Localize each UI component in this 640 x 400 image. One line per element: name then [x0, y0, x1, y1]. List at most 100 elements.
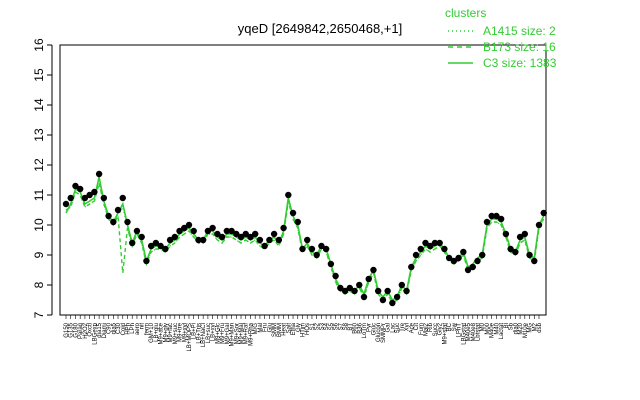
data-point — [233, 230, 240, 238]
data-point — [370, 266, 377, 274]
x-tick-label: BT — [348, 323, 354, 331]
x-tick-label: M40e5 — [466, 322, 472, 341]
x-tick-label: LB+Tris — [196, 323, 202, 344]
x-tick-label: Bl — [504, 323, 510, 328]
x-tick-label: S3 — [319, 322, 325, 330]
y-axis: 7 8 9 10 11 12 13 14 15 16 — [32, 38, 53, 318]
y-tick-label: 16 — [32, 38, 46, 52]
x-tick-label: Gluc — [371, 323, 377, 335]
data-point — [488, 212, 495, 220]
x-tick-label: BMM — [277, 323, 283, 337]
data-point — [337, 284, 344, 292]
data-point — [190, 227, 197, 235]
x-tick-label: H2O2 — [83, 322, 89, 338]
x-tick-label: MG — [528, 323, 534, 333]
x-tick-label: LB+suc — [206, 323, 212, 343]
x-tick-label: M9+stat — [442, 323, 448, 345]
data-point — [261, 242, 268, 250]
x-tick-label: Sw — [452, 322, 458, 331]
data-point — [143, 257, 150, 265]
x-tick-label: Oxctl — [88, 323, 94, 337]
y-tick-label: 7 — [32, 311, 46, 318]
x-tick-label: dsb — [537, 322, 543, 332]
data-point — [346, 284, 353, 292]
data-point — [247, 233, 254, 241]
x-tick-label: Efha — [291, 322, 297, 335]
x-tick-label: LBGstat — [461, 323, 467, 345]
y-tick-label: 15 — [32, 68, 46, 82]
data-point — [431, 239, 439, 247]
data-point — [72, 182, 79, 190]
data-point — [374, 287, 382, 295]
x-tick-label: C30 — [116, 322, 122, 334]
data-point — [445, 254, 453, 262]
data-point — [110, 218, 117, 226]
data-point — [223, 227, 231, 235]
data-point — [228, 227, 235, 235]
x-tick-label: Mal — [258, 323, 264, 333]
x-tick-label: HTim — [301, 323, 307, 337]
x-tick-label: M9+suc — [173, 323, 179, 344]
x-tick-label: Ace — [409, 322, 415, 333]
x-tick-label: M9+Fru — [220, 323, 226, 344]
data-point — [166, 236, 174, 244]
x-tick-label: M00 — [485, 322, 491, 334]
x-tick-label: Lactat — [499, 323, 505, 340]
data-point — [214, 230, 221, 238]
data-point — [147, 242, 155, 250]
x-tick-label: LPh — [130, 323, 136, 334]
x-tick-label: G150 — [64, 322, 70, 337]
x-tick-label: M40e8 — [471, 322, 477, 341]
x-tick-label: dia0 — [513, 322, 519, 334]
x-tick-label: B60 — [353, 322, 359, 333]
data-point — [199, 236, 207, 244]
data-point — [389, 299, 396, 307]
data-point — [285, 191, 292, 199]
points-layer — [62, 170, 547, 307]
x-tick-label: S5 — [329, 322, 335, 330]
x-tick-label: ferm — [144, 323, 150, 335]
x-tick-label: Xyl — [405, 323, 411, 331]
y-tick-label: 9 — [32, 251, 46, 258]
data-point — [507, 245, 514, 253]
x-tick-label: G135 — [69, 322, 75, 337]
data-point — [67, 194, 74, 202]
legend-entry-c3: C3 size: 1383 — [483, 56, 557, 70]
x-tick-label: Paraq — [78, 323, 84, 339]
data-point — [162, 245, 169, 253]
data-point — [124, 218, 131, 226]
data-point — [62, 200, 70, 208]
legend-entry-b173: B173 size: 16 — [483, 40, 556, 54]
x-tick-label: M9+gly — [163, 323, 169, 343]
x-tick-label: BC — [447, 322, 453, 331]
data-point — [181, 224, 188, 232]
x-tick-label: M9+Raf — [244, 323, 250, 345]
x-tick-label: Suc — [395, 323, 401, 333]
y-tick-label: 14 — [32, 98, 46, 112]
legend-entry-a1415: A1415 size: 2 — [483, 24, 556, 38]
x-tick-label: Glucon — [376, 323, 382, 342]
data-point — [417, 245, 424, 253]
data-point — [195, 236, 202, 244]
data-point — [469, 263, 476, 271]
data-point — [152, 239, 160, 247]
x-tick-label: Fum — [419, 323, 425, 335]
data-point — [441, 245, 448, 253]
data-point — [256, 236, 264, 244]
data-point — [81, 194, 89, 202]
y-tick-label: 10 — [32, 218, 46, 232]
data-point — [516, 233, 524, 241]
x-tick-label: M9+Mal — [239, 323, 245, 345]
x-tick-label: LB+NaCl — [201, 323, 207, 347]
data-point — [252, 230, 259, 238]
data-point — [455, 254, 462, 262]
data-point — [308, 245, 316, 253]
x-tick-label: M9+Man — [230, 323, 236, 347]
x-tick-label: S4 — [324, 322, 330, 330]
data-point — [289, 209, 297, 217]
data-point — [384, 287, 391, 295]
x-tick-label: LB+xyl — [211, 323, 217, 341]
y-tick-label: 11 — [32, 188, 46, 201]
x-axis: G150G135G180ParaqH2O2OxctlLBGexpdia15Dia… — [64, 315, 543, 352]
